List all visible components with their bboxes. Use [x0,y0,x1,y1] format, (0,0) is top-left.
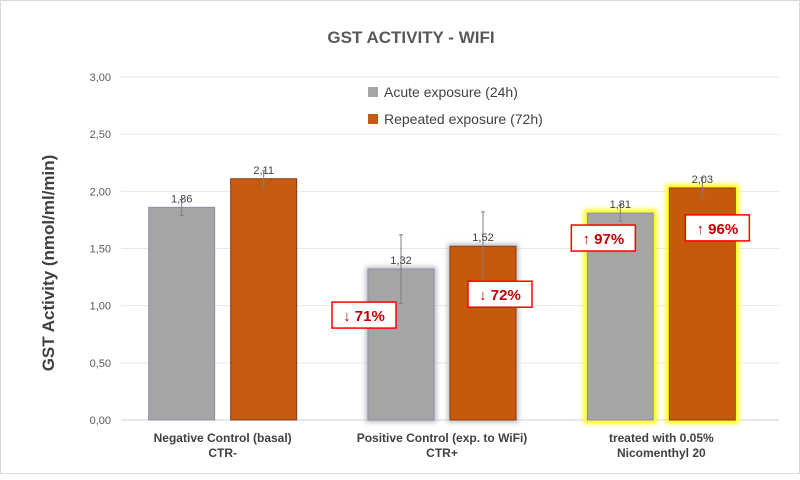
bar [230,178,298,421]
y-axis-label: GST Activity (nmol/ml/min) [39,155,58,372]
x-category-label: Nicomenthyl 20 [617,446,706,460]
x-category-label: treated with 0.05% [609,431,714,445]
data-label: 1,86 [171,193,192,205]
x-category-label: Positive Control (exp. to WiFi) [357,431,528,445]
annotation-box [467,280,533,308]
chart-title: GST ACTIVITY - WIFI [327,28,494,47]
annotation-text: ↓ 72% [479,287,521,304]
percent-change-annotation: ↑ 97% [570,224,637,252]
annotation-text: ↑ 96% [696,221,738,238]
percent-change-annotation: ↓ 71% [331,301,397,329]
annotation-box [570,224,637,252]
percent-change-annotation: ↑ 96% [684,214,751,242]
y-tick-label: 0,00 [90,415,111,427]
data-label: 2,11 [253,165,274,177]
annotation-text: ↓ 71% [343,308,385,325]
y-tick-label: 1,50 [90,244,111,256]
legend-label: Repeated exposure (72h) [384,111,543,127]
data-label: 2,03 [692,174,713,186]
y-tick-label: 0,50 [90,358,111,370]
annotation-text: ↑ 97% [582,231,624,248]
y-tick-label: 1,00 [90,301,111,313]
percent-change-annotation: ↓ 72% [467,280,533,308]
x-category-label: CTR+ [426,446,458,460]
y-tick-label: 3,00 [90,72,111,84]
x-category-label: CTR- [208,446,237,460]
x-category-label: Negative Control (basal) [154,431,292,445]
y-tick-label: 2,50 [90,129,111,141]
data-label: 1,52 [472,232,493,244]
annotation-box [331,301,397,329]
y-tick-label: 2,00 [90,186,111,198]
annotation-box [684,214,751,242]
data-label: 1,32 [390,255,411,267]
legend-swatch [368,114,378,124]
legend-swatch [368,87,378,97]
bar [148,206,216,421]
legend-label: Acute exposure (24h) [384,84,518,100]
data-label: 1,81 [610,199,631,211]
